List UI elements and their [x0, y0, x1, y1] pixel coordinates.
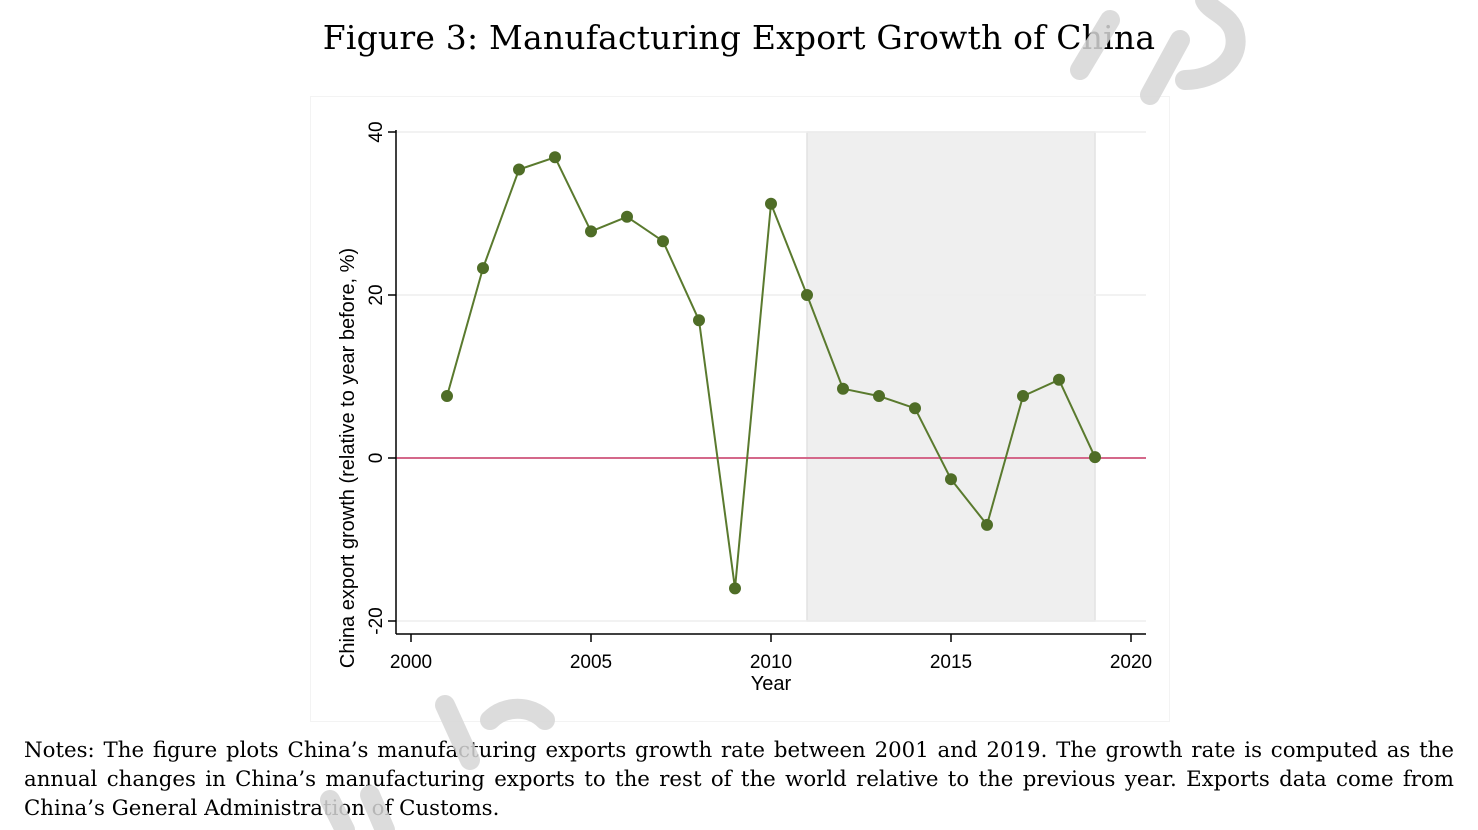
x-tick-label: 2010 [750, 652, 792, 673]
plot-area: -20 0 20 40 2000 2005 2010 2015 2020 [366, 121, 1152, 673]
figure-title: Figure 3: Manufacturing Export Growth of… [322, 18, 1156, 57]
x-tick-label: 2020 [1110, 652, 1152, 673]
data-point [909, 402, 921, 415]
data-point [729, 582, 741, 595]
data-point [441, 390, 453, 403]
chart-panel: -20 0 20 40 2000 2005 2010 2015 2020 Year China … [310, 96, 1170, 722]
y-axis-title: China export growth (relative to year be… [337, 248, 359, 668]
shaded-region [806, 131, 1096, 622]
y-tick-label: -20 [366, 607, 387, 634]
y-tick-label: 0 [366, 453, 387, 464]
data-point [1017, 390, 1029, 403]
data-point [657, 235, 669, 248]
x-tick-label: 2000 [390, 652, 432, 673]
y-tick-label: 20 [366, 284, 387, 305]
data-point [765, 197, 777, 210]
figure-notes: Notes: The figure plots China’s manufact… [24, 738, 1454, 821]
y-tick-label: 40 [366, 121, 387, 142]
data-point [873, 390, 885, 403]
x-axis-title: Year [751, 673, 792, 695]
data-point [801, 289, 813, 301]
data-point [837, 382, 849, 395]
data-point [1089, 451, 1101, 464]
data-point [477, 262, 489, 275]
data-point [585, 225, 597, 238]
data-point [621, 210, 633, 223]
x-tick-label: 2005 [570, 652, 612, 673]
data-point [693, 314, 705, 327]
chart-svg: -20 0 20 40 2000 2005 2010 2015 2020 Year China … [337, 121, 1152, 695]
data-point [513, 163, 525, 176]
x-tick-label: 2015 [930, 652, 972, 673]
data-point [549, 151, 561, 164]
data-point [1053, 373, 1065, 386]
data-point [945, 473, 957, 486]
data-point [981, 518, 993, 531]
